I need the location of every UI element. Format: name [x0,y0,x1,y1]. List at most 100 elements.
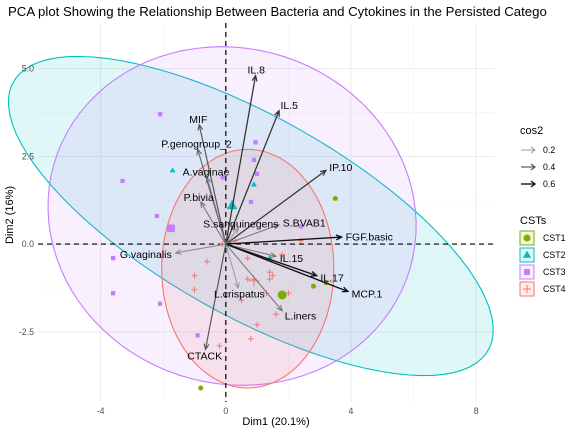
legend-cos2-title: cos2 [520,125,543,137]
legend-csts: CSTs CST1 CST2 CST3 CST4 [519,215,566,297]
cst1-point [332,195,338,201]
arrowhead-FGF.basic [335,234,344,241]
cst4-point [216,342,223,349]
cst3-point [220,175,225,180]
arrow-IL.15 [225,243,277,257]
cst3-point [254,171,260,177]
x-tick-label: 0 [223,406,228,416]
y-tick-label: 0.0 [22,239,34,249]
arrow-IL.5 [225,110,280,245]
variable-label-FGF.basic: FGF.basic [346,232,393,244]
cst4-point [191,286,198,293]
cst4-point [247,335,254,342]
x-axis-title: Dim1 (20.1%) [242,416,309,428]
variable-label-MCP.1: MCP.1 [352,289,383,301]
legend-csts-marker [522,250,532,258]
cst4-point [279,251,286,258]
arrow-FGF.basic [225,236,342,245]
arrow-P.bivia [200,201,227,245]
variable-label-IP.10: IP.10 [329,162,352,174]
cst3-point [248,199,253,205]
arrow-S.BVAB1 [225,224,280,245]
cst4-point [191,272,198,279]
variable-label-P.bivia: P.bivia [184,192,214,204]
arrowhead-IP.10 [319,169,328,176]
cst4-point [244,276,251,283]
cst3-point [154,213,160,219]
legend-cos2-label: 0.4 [543,162,555,172]
legend-cos2-arrowhead [530,163,536,171]
y-tick-label: -2.5 [19,327,34,337]
variable-label-L.iners: L.iners [285,310,317,322]
arrow-CTACK [204,243,227,350]
arrowhead-CTACK [203,343,210,351]
y-axis-ticks: -2.5 0.0 2.5 5.0 [19,64,34,337]
variable-label-S.sanguinegens: S.sanguinegens [203,219,278,231]
cst3-point [195,333,200,338]
cst3-point [157,112,163,117]
reference-lines [38,23,495,402]
cst3-point [298,224,304,229]
legend-csts-label: CST2 [543,250,566,260]
cst3-ellipse [47,46,417,386]
x-tick-label: 8 [474,406,479,416]
cst4-point [266,269,273,276]
cst4-point [297,237,304,244]
cst3-point [157,301,163,306]
arrowhead-L.crispatus [234,281,240,290]
cst4-point [272,311,279,318]
x-tick-label: 4 [349,406,354,416]
cst4-point [269,272,276,279]
legend-cos2-label: 0.6 [543,179,555,189]
arrowhead-IL.17 [310,271,319,277]
arrow-MIF [198,124,227,245]
arrow-L.crispatus [225,243,239,289]
arrowhead-G.vaginalis [174,249,182,255]
arrowhead-S.BVAB1 [272,223,281,230]
arrowhead-IL.8 [251,74,258,82]
legend-csts-title: CSTs [520,215,547,227]
variable-arrows [174,74,350,351]
variable-label-L.crispatus: L.crispatus [214,289,265,301]
cst2-point [251,181,257,187]
arrowhead-P.genogroup_2 [196,148,202,156]
cst1-point [198,385,204,391]
arrow-S.sanguinegens [225,228,239,245]
variable-label-CTACK: CTACK [187,350,222,362]
legend-csts-label: CST1 [543,233,566,243]
cst3-point [251,157,257,162]
y-tick-label: 5.0 [22,64,34,74]
arrowhead-MIF [197,123,204,131]
cst1-centroid [277,290,287,300]
y-axis-title: Dim2 (16%) [4,186,16,244]
variable-label-IL.17: IL.17 [320,273,344,285]
cst4-point [285,290,292,297]
arrow-A.vaginae [206,177,227,245]
arrowhead-IL.5 [274,109,280,117]
legend-csts-marker [524,269,530,275]
legend-cos2-arrowhead [530,146,536,154]
cst4-point [254,321,261,328]
cst2-point [169,167,176,173]
group-points [110,112,338,391]
legend-csts-marker [522,284,532,294]
variable-label-IL.5: IL.5 [281,100,299,112]
cst3-point [120,178,125,184]
cst2-centroid [226,199,238,210]
arrowhead-MCP.1 [341,286,350,293]
arrowhead-S.sanguinegens [232,227,240,235]
arrow-MCP.1 [225,243,349,293]
legend-cos2-arrowhead [530,180,537,188]
cst4-point [238,297,245,304]
variable-label-A.vaginae: A.vaginae [183,167,230,179]
cst3-point [110,291,116,296]
legend-csts-label: CST3 [543,267,566,277]
legend-cos2-label: 0.2 [543,145,555,155]
arrowhead-A.vaginae [205,176,212,184]
variable-label-IL.8: IL.8 [247,65,265,77]
legend-csts-marker [523,234,531,242]
variable-label-MIF: MIF [189,114,207,126]
arrowhead-L.iners [276,304,283,312]
